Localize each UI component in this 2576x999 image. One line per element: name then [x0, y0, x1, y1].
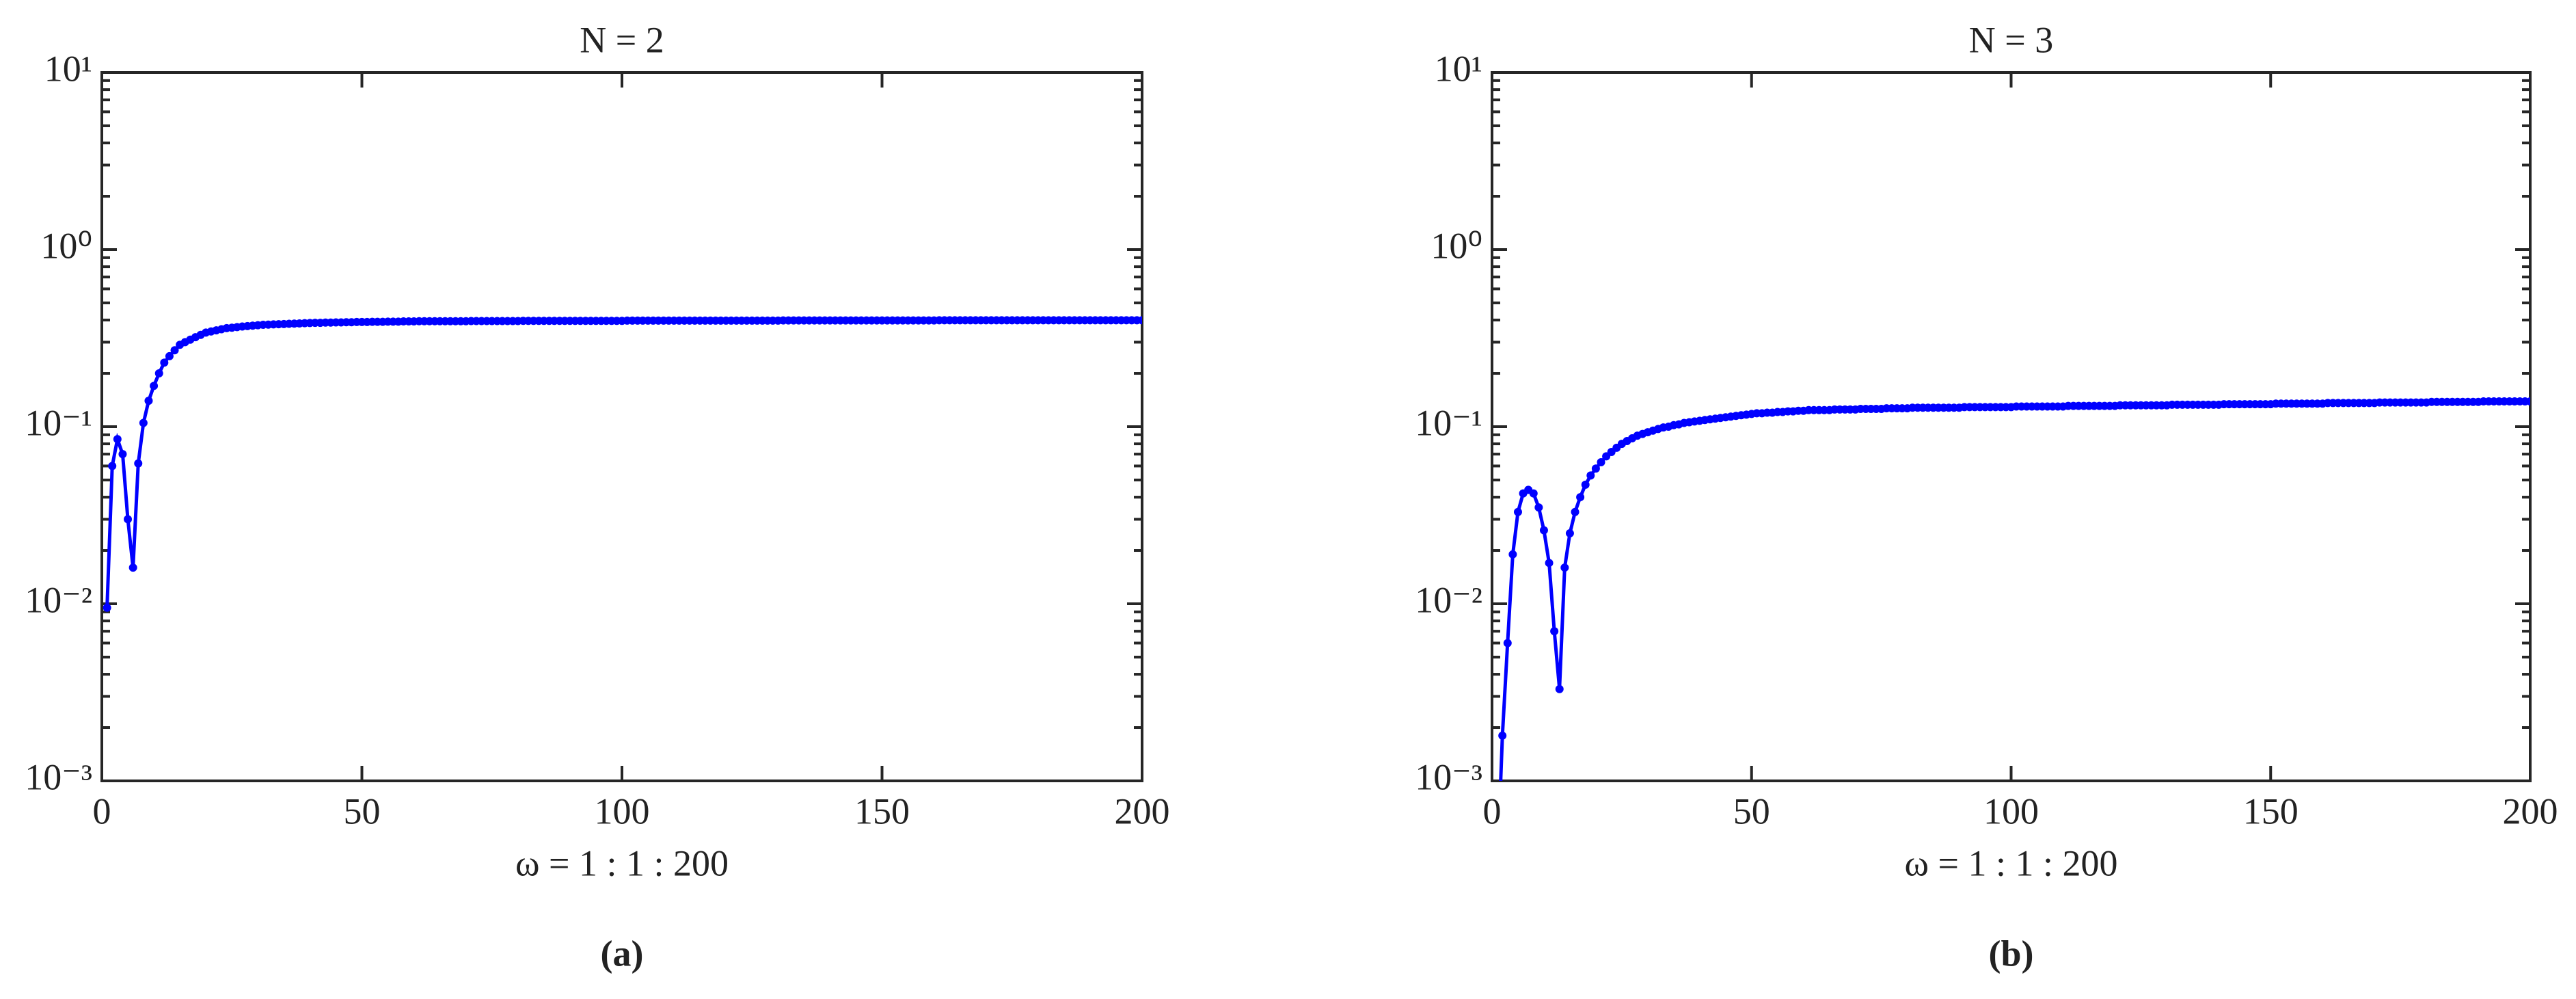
axes-box [1491, 71, 2532, 782]
x-tick-label: 50 [1733, 790, 1770, 831]
x-tick-label: 0 [1483, 790, 1502, 831]
data-point [1529, 489, 1538, 498]
data-point [1534, 503, 1543, 512]
caption: (a) [601, 933, 644, 974]
data-point [1560, 563, 1569, 572]
y-tick-label: 10⁻¹ [25, 402, 92, 443]
data-point [139, 418, 148, 427]
data-point [154, 369, 163, 378]
y-tick-label: 10⁰ [40, 225, 92, 266]
data-point [1550, 627, 1559, 636]
x-tick-label: 0 [93, 790, 111, 831]
y-tick-label: 10¹ [44, 48, 92, 89]
y-tick-label: 10⁻² [1415, 579, 1482, 620]
data-point [1513, 507, 1522, 516]
y-tick-label: 10⁰ [1431, 225, 1482, 266]
chart-title: N = 2 [580, 19, 664, 60]
data-point [1138, 316, 1142, 325]
axes-box [100, 71, 1143, 782]
data-point [160, 358, 169, 367]
data-point [2526, 397, 2530, 405]
data-point [165, 351, 174, 360]
data-point [113, 435, 122, 444]
x-tick-label: 200 [2503, 790, 2558, 831]
data-point [1591, 464, 1600, 473]
y-tick-label: 10⁻² [25, 579, 92, 620]
data-point [134, 459, 143, 468]
data-point [170, 346, 179, 355]
x-tick-label: 150 [2243, 790, 2299, 831]
data-point [128, 563, 137, 572]
data-point [124, 515, 133, 524]
data-point [1498, 731, 1507, 740]
x-tick-label: 100 [1983, 790, 2039, 831]
y-tick-label: 10⁻¹ [1415, 402, 1482, 443]
data-point [1597, 457, 1605, 466]
caption: (b) [1989, 933, 2034, 974]
data-point [108, 462, 117, 470]
data-point [1539, 526, 1548, 535]
subplot: 10⁻³ 10⁻² 10⁻¹ 10⁰ 10¹ 0 50 100 150 200 N = 2 ω = 1… [25, 19, 1169, 974]
data-point [103, 603, 111, 612]
data-point [1576, 493, 1585, 502]
data-point [150, 382, 159, 390]
y-tick-label: 10⁻³ [1415, 756, 1482, 797]
x-tick-label: 100 [595, 790, 650, 831]
data-point [1508, 550, 1517, 559]
x-tick-label: 200 [1115, 790, 1170, 831]
y-tick-label: 10¹ [1435, 48, 1482, 89]
data-point [118, 450, 127, 459]
data-point [1581, 480, 1590, 489]
x-tick-label: 50 [344, 790, 381, 831]
data-point [1565, 529, 1574, 537]
data-point [1571, 507, 1580, 516]
chart-title: N = 3 [1969, 19, 2053, 60]
data-point [144, 397, 153, 405]
y-tick-label: 10⁻³ [25, 756, 92, 797]
x-tick-label: 150 [854, 790, 910, 831]
data-point [1503, 639, 1512, 648]
data-point [1545, 559, 1554, 568]
x-axis-label: ω = 1 : 1 : 200 [515, 842, 729, 883]
subplot: 10⁻³ 10⁻² 10⁻¹ 10⁰ 10¹ 0 50 100 150 200 N = 3 ω = 1… [1415, 19, 2558, 974]
data-point [1555, 684, 1564, 693]
x-axis-label: ω = 1 : 1 : 200 [1904, 842, 2117, 883]
data-point [1586, 471, 1595, 480]
